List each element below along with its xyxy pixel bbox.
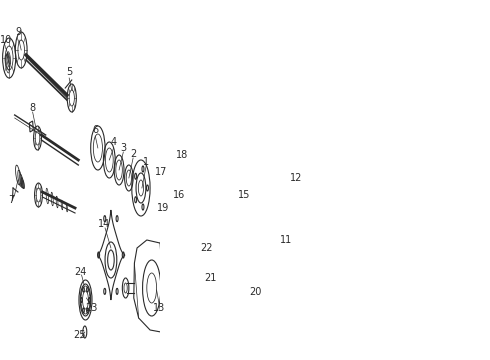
Text: 15: 15 bbox=[238, 190, 250, 200]
Text: 6: 6 bbox=[92, 125, 98, 135]
Text: 22: 22 bbox=[200, 243, 213, 253]
Text: 4: 4 bbox=[110, 137, 117, 147]
Text: 9: 9 bbox=[16, 27, 22, 37]
Text: 24: 24 bbox=[74, 267, 86, 277]
Text: 5: 5 bbox=[66, 67, 73, 77]
Text: 8: 8 bbox=[29, 103, 36, 113]
Text: 3: 3 bbox=[120, 143, 126, 153]
Text: 11: 11 bbox=[280, 235, 292, 245]
Text: 12: 12 bbox=[290, 173, 302, 183]
Text: 25: 25 bbox=[74, 330, 86, 340]
Text: 17: 17 bbox=[155, 167, 167, 177]
Text: 13: 13 bbox=[153, 303, 165, 313]
Text: 2: 2 bbox=[130, 149, 136, 159]
Text: 16: 16 bbox=[172, 190, 185, 200]
Text: 20: 20 bbox=[249, 287, 261, 297]
Text: 10: 10 bbox=[0, 35, 12, 45]
Text: 1: 1 bbox=[143, 157, 149, 167]
Text: 23: 23 bbox=[85, 303, 98, 313]
Text: 19: 19 bbox=[157, 203, 169, 213]
Text: 21: 21 bbox=[204, 273, 216, 283]
Text: 18: 18 bbox=[176, 150, 188, 160]
Text: 14: 14 bbox=[98, 219, 110, 229]
Text: 7: 7 bbox=[9, 195, 15, 205]
